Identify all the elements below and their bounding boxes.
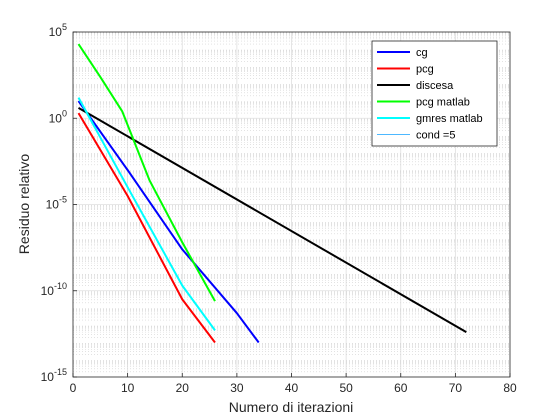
legend-label: gmres matlab — [416, 113, 483, 125]
legend-label: cg — [416, 47, 428, 59]
x-tick-label: 10 — [121, 381, 135, 395]
x-tick-label: 0 — [70, 381, 77, 395]
y-axis-label: Residuo relativo — [16, 154, 32, 255]
series-line-gmres-matlab — [77, 97, 216, 331]
x-tick-label: 40 — [285, 381, 299, 395]
y-tick-exponent: -15 — [54, 367, 67, 377]
legend-label: pcg — [416, 64, 434, 76]
x-axis-label: Numero di iterazioni — [229, 399, 354, 415]
x-tick-label: 20 — [176, 381, 190, 395]
y-tick-base: 10 — [41, 370, 55, 384]
series-line-cg — [77, 100, 260, 344]
y-tick-label: 100 — [49, 108, 67, 125]
legend: cg pcg discesa pcg matlab gmres matlab cond =… — [371, 40, 498, 147]
y-tick-base: 10 — [49, 111, 63, 125]
y-tick-label: 10-15 — [41, 367, 67, 384]
series-line-discesa — [77, 107, 467, 333]
y-tick-base: 10 — [46, 198, 60, 212]
x-tick-label: 50 — [339, 381, 353, 395]
y-tick-exponent: -10 — [54, 281, 67, 291]
legend-label: discesa — [416, 80, 454, 92]
y-tick-base: 10 — [49, 25, 63, 39]
y-tick-label: 10-5 — [46, 195, 67, 212]
y-tick-exponent: -5 — [59, 195, 67, 205]
series-lines — [77, 43, 467, 344]
series-line-pcg-matlab — [77, 43, 216, 302]
y-tick-exponent: 0 — [62, 108, 67, 118]
y-tick-base: 10 — [41, 284, 55, 298]
series-line-pcg — [77, 112, 216, 344]
y-tick-label: 10-10 — [41, 281, 67, 298]
y-tick-label: 105 — [49, 22, 67, 39]
legend-box — [371, 40, 498, 147]
legend-label: pcg matlab — [416, 97, 470, 109]
legend-label: cond =5 — [416, 130, 455, 142]
x-tick-label: 30 — [230, 381, 244, 395]
x-tick-label: 80 — [503, 381, 517, 395]
grid — [73, 32, 510, 377]
x-tick-label: 70 — [449, 381, 463, 395]
y-tick-exponent: 5 — [62, 22, 67, 32]
x-tick-label: 60 — [394, 381, 408, 395]
